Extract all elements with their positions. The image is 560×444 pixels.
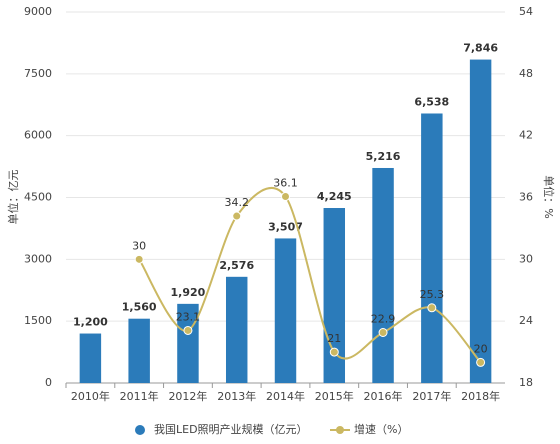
legend-label: 我国LED照明产业规模（亿元） [154, 422, 308, 436]
line-value-label: 34.2 [224, 196, 249, 209]
bar [421, 113, 443, 384]
bar-value-label: 1,200 [73, 316, 108, 329]
legend-swatch [336, 426, 344, 434]
line-value-label: 23.1 [176, 310, 201, 323]
line-point [378, 328, 388, 338]
line-point [427, 303, 437, 313]
bar-value-label: 1,560 [122, 301, 157, 314]
line-value-label: 36.1 [273, 176, 298, 189]
x-tick-label: 2017年 [412, 389, 451, 403]
bar-value-label: 7,846 [463, 42, 498, 55]
line-point [134, 254, 144, 264]
line-point [329, 347, 339, 357]
bar-value-label: 3,507 [268, 220, 303, 233]
bar [469, 59, 492, 384]
x-tick-label: 2015年 [315, 389, 354, 403]
line-point [281, 191, 290, 201]
y-tick-label: 6000 [24, 129, 52, 142]
x-tick-label: 2011年 [120, 389, 159, 403]
bar [323, 208, 346, 383]
legend-label: 增速（%） [354, 422, 408, 436]
line-value-label: 21 [327, 332, 341, 345]
y-tick-label: 7500 [24, 67, 52, 80]
bar [128, 318, 150, 383]
x-tick-label: 2013年 [217, 389, 256, 403]
y2-tick-label: 42 [519, 129, 533, 142]
y-tick-label: 9000 [24, 5, 52, 18]
line-value-label: 30 [132, 239, 146, 252]
y2-tick-label: 48 [519, 67, 533, 80]
y2-tick-label: 36 [519, 191, 533, 204]
bar-value-label: 6,538 [414, 95, 449, 108]
y-tick-label: 1500 [24, 314, 52, 327]
bar-value-label: 5,216 [366, 150, 401, 163]
line-value-label: 22.9 [371, 313, 396, 326]
bar [372, 167, 394, 383]
y2-tick-label: 54 [519, 5, 533, 18]
y-tick-label: 4500 [24, 191, 52, 204]
line-value-label: 25.3 [420, 288, 445, 301]
y2-axis-label: 单位：% [542, 175, 556, 218]
x-tick-label: 2018年 [461, 389, 500, 403]
y2-tick-label: 30 [519, 252, 533, 265]
y2-tick-label: 24 [519, 314, 533, 327]
bar [225, 276, 248, 383]
x-tick-label: 2016年 [364, 389, 403, 403]
legend-swatch [135, 425, 145, 435]
line-point [232, 211, 242, 221]
y-tick-label: 3000 [24, 252, 52, 265]
x-tick-label: 2014年 [266, 389, 305, 403]
y2-tick-label: 18 [519, 376, 533, 389]
line-point [183, 325, 193, 335]
bar-value-label: 4,245 [317, 190, 352, 203]
bar-value-label: 2,576 [219, 259, 254, 272]
x-tick-label: 2010年 [71, 389, 110, 403]
x-tick-label: 2012年 [168, 389, 207, 403]
bar-value-label: 1,920 [171, 286, 206, 299]
line-value-label: 20 [474, 342, 488, 355]
bar [274, 238, 297, 383]
bar [79, 333, 102, 383]
line-point [476, 357, 486, 367]
y-axis-label: 单位：亿元 [6, 170, 20, 225]
y-tick-label: 0 [45, 376, 52, 389]
